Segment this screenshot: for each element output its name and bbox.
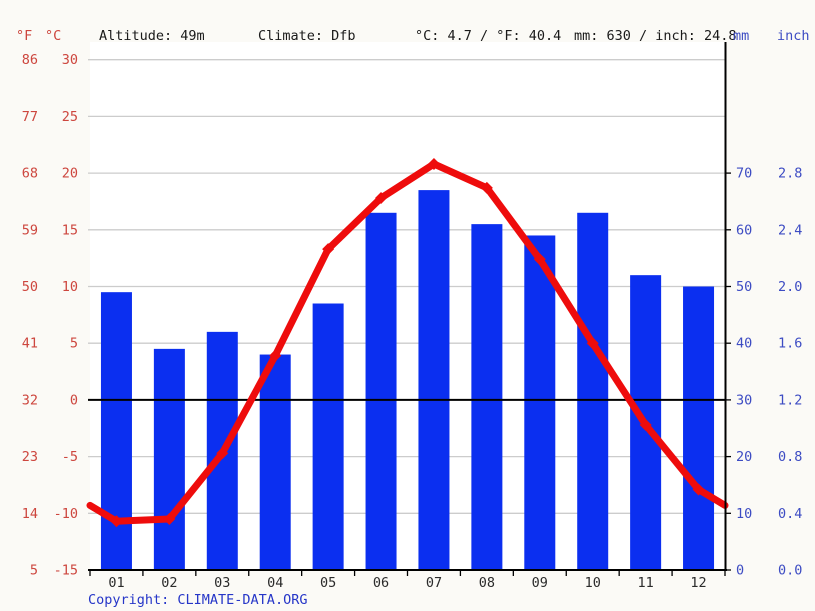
left-axis-c-label--15: -15 [54, 563, 78, 579]
month-label-10: 10 [585, 575, 601, 591]
left-axis-c-label-5: 5 [70, 336, 78, 352]
left-axis-c-label-20: 20 [62, 166, 78, 182]
precipitation-bar-06 [365, 212, 397, 571]
temperature-marker-11 [639, 418, 652, 431]
copyright-label: Copyright: [88, 592, 178, 608]
right-axis-mm-label-0: 0 [736, 563, 744, 579]
precipitation-bar-09 [524, 235, 556, 570]
right-axis-mm-label-50: 50 [736, 279, 752, 295]
right-axis-mm-label-40: 40 [736, 336, 752, 352]
left-axis-f-label-15: 59 [22, 222, 38, 238]
plot-area-background [90, 42, 725, 570]
temperature-marker-09 [533, 253, 546, 266]
right-axis-mm-label-20: 20 [736, 449, 752, 465]
right-axis-inch-label-30: 1.2 [778, 392, 802, 408]
precipitation-bar-10 [577, 212, 609, 571]
right-axis-unit-inch: inch [777, 28, 810, 44]
right-axis-mm-label-30: 30 [736, 392, 752, 408]
precipitation-bar-07 [418, 190, 450, 571]
month-label-06: 06 [373, 575, 389, 591]
precipitation-bar-08 [471, 224, 503, 570]
temperature-marker-03 [216, 447, 229, 460]
precipitation-bar-01 [100, 292, 132, 570]
left-axis-c-label--10: -10 [54, 506, 78, 522]
temperature-marker-12 [692, 483, 705, 496]
left-axis-f-label-5: 41 [22, 336, 38, 352]
temperature-line [86, 160, 729, 525]
temperature-marker-07 [427, 158, 440, 171]
precipitation-bar-12 [683, 286, 715, 570]
left-axis-f-label--5: 23 [22, 449, 38, 465]
right-axis-inch-label-10: 0.4 [778, 506, 802, 522]
left-axis-c-label--5: -5 [62, 449, 78, 465]
precipitation-bar-04 [259, 354, 291, 570]
left-axis-f-label-0: 32 [22, 392, 38, 408]
month-label-11: 11 [637, 575, 653, 591]
temperature-marker-10 [586, 337, 599, 350]
month-label-03: 03 [214, 575, 230, 591]
month-label-02: 02 [161, 575, 177, 591]
temperature-marker-02 [163, 512, 176, 525]
left-axis-c-label-30: 30 [62, 52, 78, 68]
left-axis-f-label--15: 5 [30, 563, 38, 579]
month-label-12: 12 [690, 575, 706, 591]
right-axis-inch-label-50: 2.0 [778, 279, 802, 295]
header-mean-temperature: °C: 4.7 / °F: 40.4 [415, 28, 562, 44]
header-altitude: Altitude: 49m [99, 28, 205, 44]
month-label-09: 09 [532, 575, 548, 591]
left-axis-f-label-25: 77 [22, 109, 38, 125]
left-axis-f-label-20: 68 [22, 166, 38, 182]
month-label-01: 01 [108, 575, 124, 591]
right-axis-mm-label-60: 60 [736, 222, 752, 238]
precipitation-bar-05 [312, 303, 344, 570]
right-axis-mm-label-70: 70 [736, 166, 752, 182]
left-axis-f-label-30: 86 [22, 52, 38, 68]
left-axis-f-label--10: 14 [22, 506, 38, 522]
temperature-marker-01 [110, 515, 123, 528]
right-axis-inch-label-20: 0.8 [778, 449, 802, 465]
temperature-marker-08 [480, 181, 493, 194]
month-label-05: 05 [320, 575, 336, 591]
copyright: Copyright: CLIMATE-DATA.ORG [88, 592, 307, 608]
month-label-08: 08 [479, 575, 495, 591]
header-annual-precipitation: mm: 630 / inch: 24.8 [574, 28, 737, 44]
right-axis-inch-label-0: 0.0 [778, 563, 802, 579]
header-climate-class: Climate: Dfb [258, 28, 356, 44]
month-label-04: 04 [267, 575, 283, 591]
left-axis-unit-fahrenheit: °F [16, 28, 33, 44]
temperature-marker-05 [322, 243, 335, 256]
copyright-link[interactable]: CLIMATE-DATA.ORG [177, 592, 308, 608]
right-axis-unit-mm: mm [733, 28, 750, 44]
right-axis-inch-label-60: 2.4 [778, 222, 802, 238]
left-axis-c-label-10: 10 [62, 279, 78, 295]
month-label-07: 07 [426, 575, 442, 591]
left-axis-c-label-0: 0 [70, 392, 78, 408]
right-axis-inch-label-40: 1.6 [778, 336, 802, 352]
left-axis-f-label-10: 50 [22, 279, 38, 295]
left-axis-unit-celsius: °C [45, 28, 62, 44]
precipitation-bar-02 [153, 348, 185, 570]
temperature-marker-04 [269, 349, 282, 362]
right-axis-inch-label-70: 2.8 [778, 166, 802, 182]
right-axis-mm-label-10: 10 [736, 506, 752, 522]
temperature-marker-06 [375, 192, 388, 205]
left-axis-c-label-15: 15 [62, 222, 78, 238]
left-axis-c-label-25: 25 [62, 109, 78, 125]
